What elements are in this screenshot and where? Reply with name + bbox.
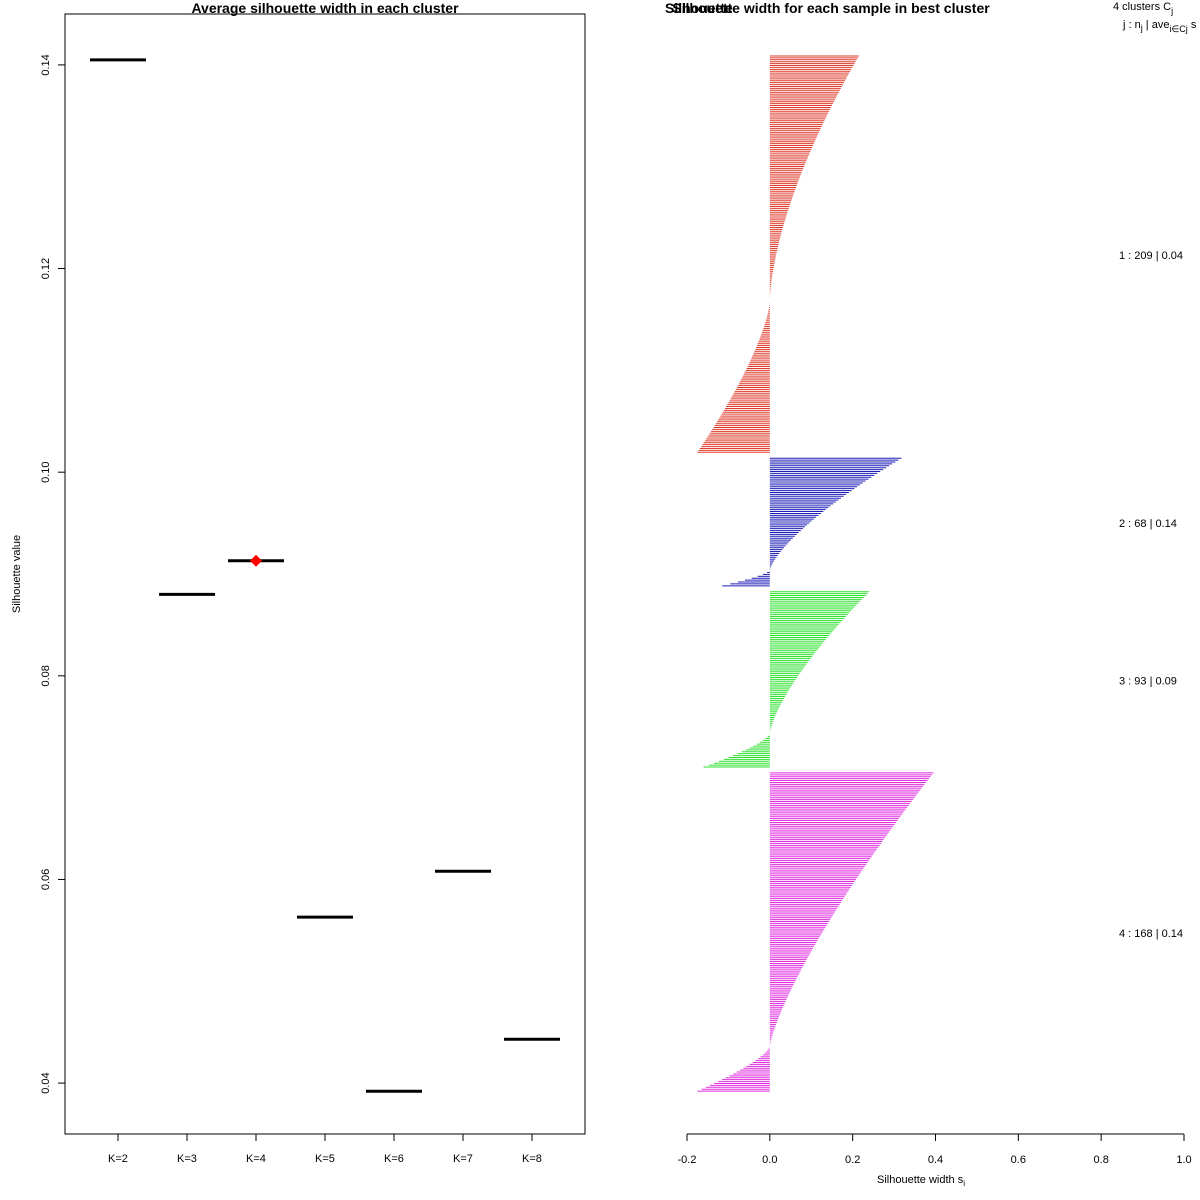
right-x-tick-label: 0.2 [845,1154,860,1166]
best-k-marker [250,554,262,567]
cluster-1-bars [697,55,859,453]
left-x-tick-label: K=4 [246,1153,266,1165]
left-y-tick-label: 0.06 [40,869,52,890]
right-chart-title-overlap: Silhouette [665,0,733,16]
left-x-tick-label: K=3 [177,1153,197,1165]
silhouette-bars [697,55,934,1092]
left-x-tick-label: K=7 [453,1153,473,1165]
cluster-1-summary-label: 1 : 209 | 0.04 [1119,250,1183,262]
cluster-summary-columns: j : nj | avei∈Cj s [1122,19,1197,34]
header-line2-end: s [1188,19,1197,31]
right-x-tick-label: 0.8 [1094,1154,1109,1166]
cluster-3-bars [703,591,870,768]
left-data-marks [90,58,560,1093]
header-line2-mid: | ave [1143,19,1170,31]
header-line1-text: 4 clusters C [1113,1,1171,13]
cluster-4-bars [697,772,934,1092]
right-x-axis-label: Silhouette width si [877,1174,965,1188]
left-y-tick-label: 0.14 [40,54,52,75]
cluster-2-bars [722,457,902,587]
right-chart-title: Silhouette width for each sample in best… [672,0,990,16]
header-line1-subscript: j [1170,6,1173,16]
header-line2-ave-subscript: i∈Cj [1169,24,1187,34]
left-chart-title: Average silhouette width in each cluster [191,0,459,16]
cluster-3-summary-label: 3 : 93 | 0.09 [1119,675,1177,687]
right-x-tick-label: 1.0 [1176,1154,1191,1166]
left-y-axis: 0.04 0.06 0.08 0.10 0.12 0.14 [40,54,65,1094]
left-y-tick-label: 0.04 [40,1072,52,1093]
left-plot-frame [64,13,586,1135]
header-line2-text: j : n [1122,19,1141,31]
right-x-tick-label: 0.6 [1011,1154,1026,1166]
header-line2-n-subscript: j [1140,23,1143,33]
right-x-tick-label: 0.4 [928,1154,943,1166]
sample-silhouette-panel: Silhouette Silhouette width for each sam… [665,0,1197,1188]
left-y-axis-label: Silhouette value [11,535,23,613]
left-y-tick-label: 0.08 [40,665,52,686]
left-y-tick-label: 0.12 [40,258,52,279]
cluster-4-summary-label: 4 : 168 | 0.14 [1119,928,1183,940]
right-x-axis-label-text: Silhouette width s [877,1174,964,1186]
left-y-tick-label: 0.10 [40,461,52,482]
left-x-tick-label: K=8 [522,1153,542,1165]
cluster-labels: 1 : 209 | 0.04 2 : 68 | 0.14 3 : 93 | 0.09… [1119,250,1183,940]
left-x-tick-label: K=6 [384,1153,404,1165]
right-x-tick-label: 0.0 [762,1154,777,1166]
average-silhouette-panel: Average silhouette width in each cluster… [11,0,586,1165]
right-x-axis: -0.2 0.0 0.2 0.4 0.6 0.8 1.0 [678,1133,1192,1166]
right-x-axis-label-subscript: i [963,1179,965,1188]
left-x-tick-label: K=5 [315,1153,335,1165]
left-x-axis: K=2 K=3 K=4 K=5 K=6 K=7 K=8 [108,1134,542,1165]
cluster-summary-header: 4 clusters Cj [1113,1,1173,16]
left-x-tick-label: K=2 [108,1153,128,1165]
cluster-2-summary-label: 2 : 68 | 0.14 [1119,518,1177,530]
right-x-tick-label: -0.2 [678,1154,697,1166]
